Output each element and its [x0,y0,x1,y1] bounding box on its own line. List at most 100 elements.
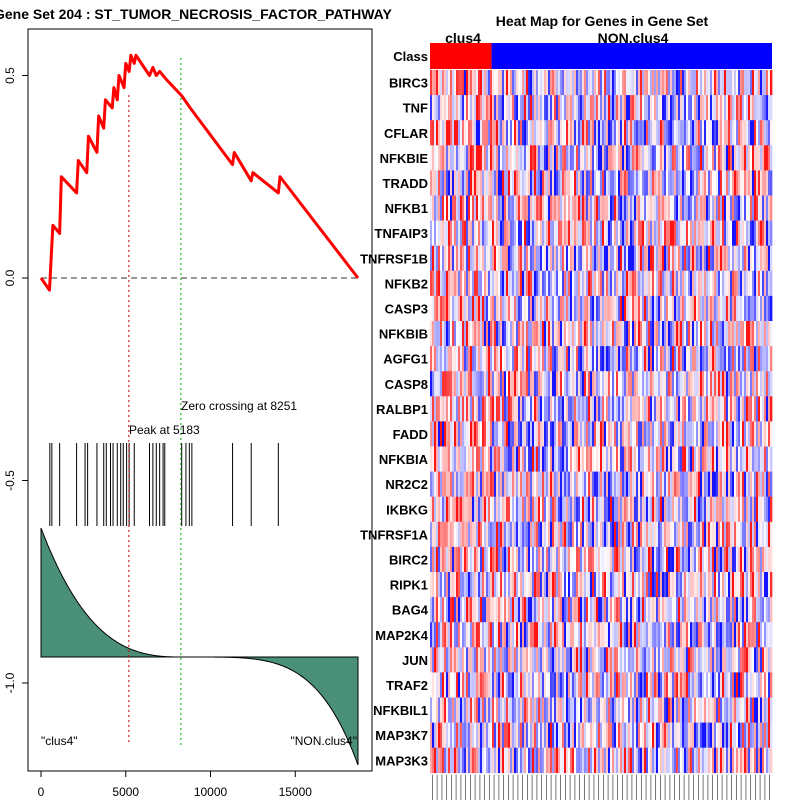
heatmap-cell [578,346,581,372]
heatmap-cell [496,70,499,96]
heatmap-cell [628,546,631,573]
heatmap-cell [514,747,517,774]
heatmap-cell [676,421,679,447]
heatmap-cell [562,421,565,447]
heatmap-cell [646,647,649,673]
heatmap-cell [550,722,553,748]
heatmap-cell [622,546,625,573]
heatmap-cell [740,145,743,171]
heatmap-cell [678,120,681,146]
heatmap-cell [744,70,747,96]
heatmap-cell [476,145,479,171]
heatmap-cell [724,747,727,774]
heatmap-cell [762,295,765,322]
heatmap-cell [674,597,677,623]
heatmap-cell [536,70,539,96]
heatmap-cell [502,120,505,146]
heatmap-cell [552,697,555,723]
heatmap-cell [544,170,547,196]
heatmap-cell [708,672,711,698]
heatmap-cell [648,270,651,297]
heatmap-cell [474,170,477,196]
heatmap-cell [450,170,453,196]
heatmap-cell [572,446,575,472]
heatmap-cell [538,747,541,774]
heatmap-cell [696,546,699,573]
heatmap-cell [438,245,441,272]
heatmap-cell [462,346,465,372]
heatmap-cell [610,120,613,146]
heatmap-cell [750,421,753,447]
heatmap-cell [638,245,641,272]
heatmap-cell [486,195,489,221]
heatmap-cell [634,747,637,774]
heatmap-cell [694,747,697,774]
heatmap-cell [580,220,583,246]
heatmap-cell [658,521,661,548]
heatmap-cell [514,346,517,372]
heatmap-cell [746,346,749,372]
heatmap-cell [520,396,523,422]
heatmap-cell [590,622,593,648]
heatmap-cell [624,446,627,472]
heatmap-cell [478,346,481,372]
heatmap-cell [738,471,741,497]
heatmap-cell [452,346,455,372]
heatmap-cell [530,321,533,347]
heatmap-cell [460,220,463,246]
heatmap-cell [470,371,473,397]
heatmap-cell [432,270,435,297]
heatmap-cell [704,95,707,121]
heatmap-cell [748,220,751,246]
heatmap-cell [676,120,679,146]
heatmap-cell [654,70,657,96]
heatmap-cell [546,521,549,548]
heatmap-cell [704,170,707,196]
heatmap-cell [472,471,475,497]
heatmap-cell [538,120,541,146]
heatmap-cell [742,446,745,472]
heatmap-cell [440,120,443,146]
heatmap-cell [566,597,569,623]
heatmap-cell [684,321,687,347]
heatmap-cell [576,672,579,698]
heatmap-cell [674,446,677,472]
heatmap-cell [472,295,475,322]
heatmap-cell [576,346,579,372]
heatmap-cell [752,697,755,723]
heatmap-cell [572,70,575,96]
heatmap-cell [472,597,475,623]
heatmap-cell [664,120,667,146]
heatmap-cell [578,70,581,96]
heatmap-cell [438,120,441,146]
heatmap-cell [598,371,601,397]
heatmap-cell [444,597,447,623]
heatmap-cell [740,672,743,698]
heatmap-cell [460,95,463,121]
heatmap-cell [626,647,629,673]
heatmap-cell [666,622,669,648]
heatmap-cell [524,346,527,372]
heatmap-cell [588,622,591,648]
heatmap-cell [442,697,445,723]
heatmap-cell [682,471,685,497]
heatmap-cell [576,572,579,598]
heatmap-cell [616,245,619,272]
heatmap-cell [584,747,587,774]
heatmap-cell [718,270,721,297]
heatmap-cell [740,722,743,748]
heatmap-cell [730,195,733,221]
heatmap-cell [450,572,453,598]
heatmap-cell [712,572,715,598]
heatmap-cell [760,170,763,196]
heatmap-cell [432,647,435,673]
heatmap-cell [720,195,723,221]
heatmap-cell [566,622,569,648]
heatmap-cell [464,371,467,397]
heatmap-cell [710,270,713,297]
heatmap-cell [738,346,741,372]
heatmap-cell [654,371,657,397]
heatmap-cell [516,521,519,548]
heatmap-cell [640,747,643,774]
heatmap-cell [636,471,639,497]
